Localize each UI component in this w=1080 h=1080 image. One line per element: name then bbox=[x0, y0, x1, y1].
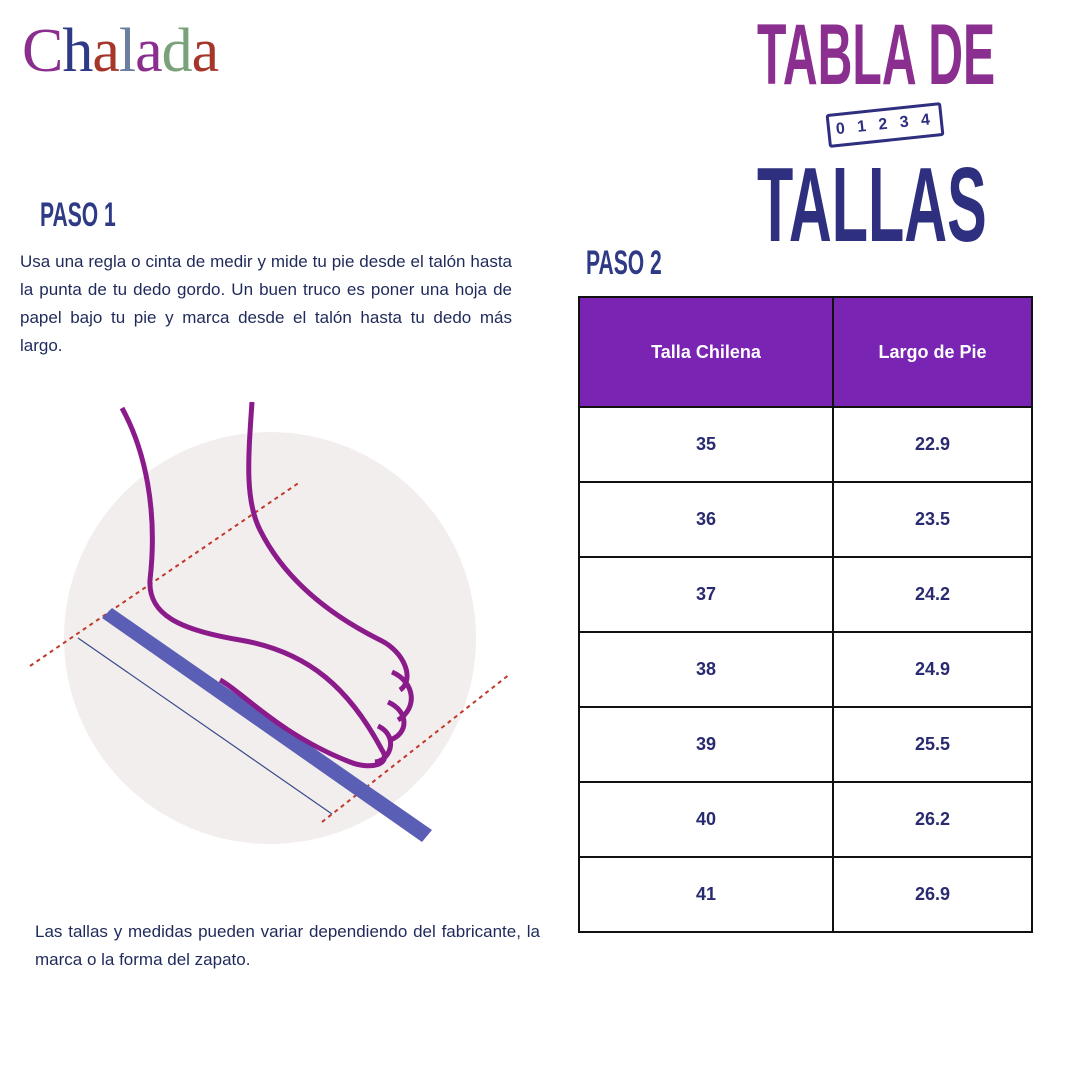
logo-letter: d bbox=[161, 17, 193, 85]
brand-logo: Chalada bbox=[22, 17, 220, 85]
foot-toes bbox=[246, 401, 414, 765]
foot-length-cell: 24.9 bbox=[832, 631, 1033, 708]
logo-letter: C bbox=[22, 17, 63, 85]
size-cell: 38 bbox=[578, 631, 834, 708]
measure-arrow bbox=[77, 637, 333, 815]
step-1-text: Usa una regla o cinta de medir y mide tu… bbox=[20, 252, 512, 355]
size-cell: 35 bbox=[578, 406, 834, 483]
logo-letter: h bbox=[62, 17, 93, 85]
table-row: 37 24.2 bbox=[578, 556, 1033, 633]
foot-outline bbox=[119, 406, 387, 769]
foot-length-cell: 22.9 bbox=[832, 406, 1033, 483]
foot-length-cell: 26.2 bbox=[832, 781, 1033, 858]
table-row: 38 24.9 bbox=[578, 631, 1033, 708]
logo-letter: l bbox=[118, 17, 136, 85]
disclaimer-note: Las tallas y medidas pueden variar depen… bbox=[35, 922, 540, 969]
table-row: 41 26.9 bbox=[578, 856, 1033, 933]
logo-letter: a bbox=[191, 17, 220, 85]
header-largo: Largo de Pie bbox=[832, 296, 1033, 408]
step-2-heading: PASO 2 bbox=[586, 244, 662, 282]
table-row: 36 23.5 bbox=[578, 481, 1033, 558]
logo-letter: a bbox=[92, 17, 120, 85]
size-table: Talla Chilena Largo de Pie 35 22.9 36 23.5 3… bbox=[578, 296, 1033, 933]
size-cell: 36 bbox=[578, 481, 834, 558]
step-1-heading: PASO 1 bbox=[40, 196, 116, 234]
ruler-icon bbox=[102, 608, 432, 842]
size-cell: 40 bbox=[578, 781, 834, 858]
ruler-badge-icon: 0 1 2 3 4 bbox=[825, 102, 945, 148]
size-cell: 37 bbox=[578, 556, 834, 633]
table-row: 40 26.2 bbox=[578, 781, 1033, 858]
title-line-2: TALLAS bbox=[757, 146, 987, 264]
foot-length-cell: 26.9 bbox=[832, 856, 1033, 933]
size-cell: 39 bbox=[578, 706, 834, 783]
logo-letter: a bbox=[135, 17, 163, 85]
page-title: TABLA DE 0 1 2 3 4 TALLAS bbox=[757, 12, 1027, 262]
table-row: 35 22.9 bbox=[578, 406, 1033, 483]
title-line-1: TABLA DE bbox=[757, 7, 996, 103]
table-row: 39 25.5 bbox=[578, 706, 1033, 783]
foot-length-cell: 23.5 bbox=[832, 481, 1033, 558]
ruler-numbers: 0 1 2 3 4 bbox=[835, 110, 935, 139]
foot-length-cell: 24.2 bbox=[832, 556, 1033, 633]
header-talla: Talla Chilena bbox=[578, 296, 834, 408]
background-circle bbox=[64, 432, 476, 844]
foot-measure-illustration bbox=[29, 401, 511, 844]
size-cell: 41 bbox=[578, 856, 834, 933]
foot-length-cell: 25.5 bbox=[832, 706, 1033, 783]
